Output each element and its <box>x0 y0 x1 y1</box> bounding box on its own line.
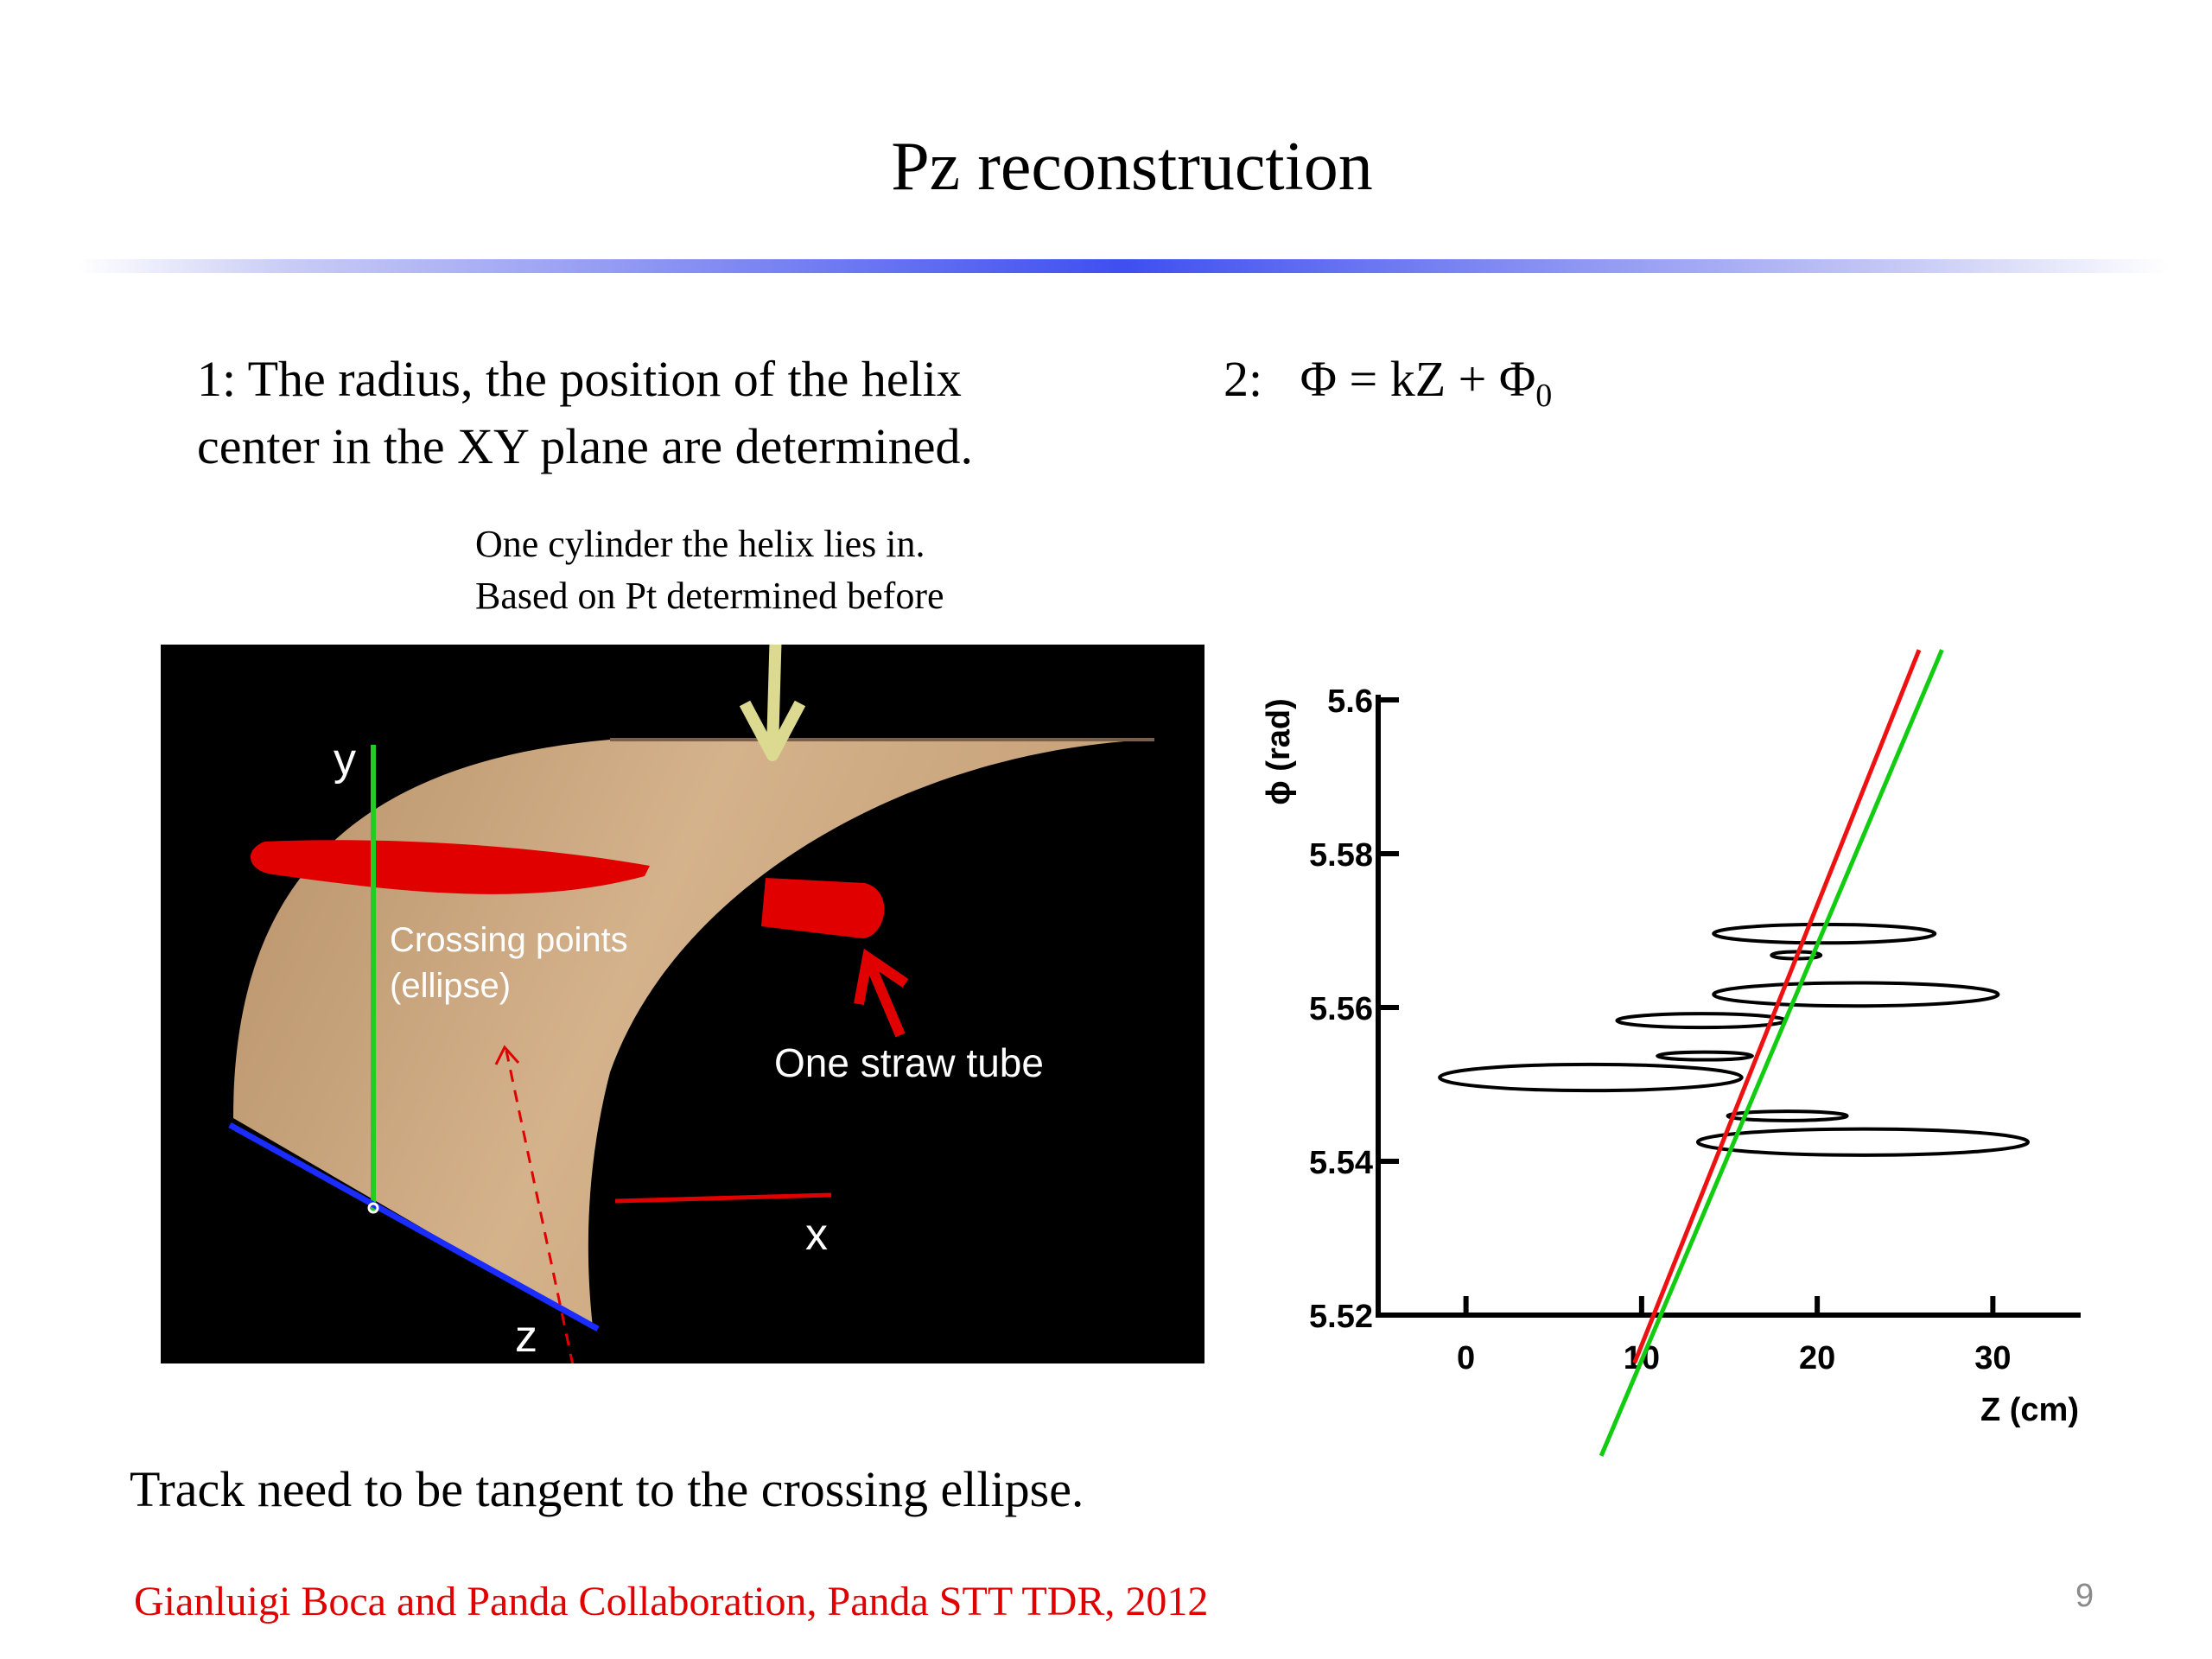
tangent-statement: Track need to be tangent to the crossing… <box>130 1461 1084 1517</box>
crossing-ellipse <box>1615 1012 1788 1030</box>
crossing-ellipse <box>1726 1109 1849 1122</box>
phi-vs-z-chart: 5.525.545.565.585.60102030Z (cm)ϕ (rad) <box>1210 605 2108 1486</box>
z-axis-label: z <box>515 1312 537 1362</box>
straw-label: One straw tube <box>774 1040 1044 1085</box>
crossing-label-line1: Crossing points <box>390 921 628 959</box>
straw-arrow-shaft <box>866 963 906 1038</box>
x-tick-label: 0 <box>1457 1340 1475 1376</box>
helix-cylinder-figure: y x z Crossing points (ellipse) One stra… <box>161 645 1205 1363</box>
citation: Gianluigi Boca and Panda Collaboration, … <box>134 1579 1209 1624</box>
origin-marker <box>367 1202 379 1214</box>
y-tick-label: 5.52 <box>1309 1299 1373 1335</box>
x-axis-line <box>614 1192 832 1204</box>
point-one-line2: center in the XY plane are determined. <box>197 418 974 474</box>
crossing-ellipse <box>1656 1050 1754 1062</box>
z-axis-line <box>228 1122 600 1332</box>
y-tick-label: 5.56 <box>1309 991 1373 1027</box>
crossing-pointer <box>505 1050 575 1363</box>
point-two: 2: Φ = kZ + Φ0 <box>1224 346 1828 429</box>
point-two-prefix: 2: <box>1224 351 1263 407</box>
crossing-ellipse <box>1712 981 2000 1008</box>
slide-number: 9 <box>2075 1578 2094 1614</box>
crossing-pointer-head <box>494 1045 520 1065</box>
title-divider <box>78 259 2169 273</box>
crossing-ellipse <box>1695 1127 2031 1157</box>
point-one-line1: 1: The radius, the position of the helix <box>197 351 962 407</box>
cylinder-annotation: One cylinder the helix lies in. Based on… <box>475 518 944 622</box>
track-fit-line <box>1599 649 1944 1457</box>
y-axis-label: y <box>334 734 356 785</box>
y-tick-label: 5.6 <box>1327 683 1373 720</box>
cylinder-annotation-line1: One cylinder the helix lies in. <box>475 523 925 565</box>
cylinder-arrow-head <box>739 700 806 761</box>
phi-vs-z-svg: 5.525.545.565.585.60102030Z (cm)ϕ (rad) <box>1261 649 2081 1457</box>
x-axis-label: x <box>805 1210 828 1260</box>
point-two-subscript: 0 <box>1535 378 1553 414</box>
point-one: 1: The radius, the position of the helix… <box>197 346 1147 480</box>
track-fit-line <box>1632 649 1922 1364</box>
helix-cylinder-svg: y x z Crossing points (ellipse) One stra… <box>228 645 1154 1363</box>
y-tick-label: 5.58 <box>1309 837 1373 874</box>
x-tick-label: 20 <box>1799 1340 1835 1376</box>
point-two-equation: Φ = kZ + Φ <box>1300 351 1536 407</box>
cylinder-arrow-shaft <box>766 645 782 749</box>
straw-tube-left <box>250 840 650 894</box>
x-tick-label: 30 <box>1974 1340 2011 1376</box>
crossing-ellipse <box>1438 1062 1744 1093</box>
crossing-label-line2: (ellipse) <box>390 967 511 1005</box>
cylinder-annotation-line2: Based on Pt determined before <box>475 575 944 617</box>
straw-tube-right <box>761 878 885 938</box>
x-axis-title: Z (cm) <box>1980 1392 2079 1428</box>
y-tick-label: 5.54 <box>1309 1145 1373 1181</box>
y-axis-title: ϕ (rad) <box>1261 698 1297 804</box>
slide-title: Pz reconstruction <box>891 129 1373 205</box>
straw-arrow-head <box>854 948 909 1006</box>
